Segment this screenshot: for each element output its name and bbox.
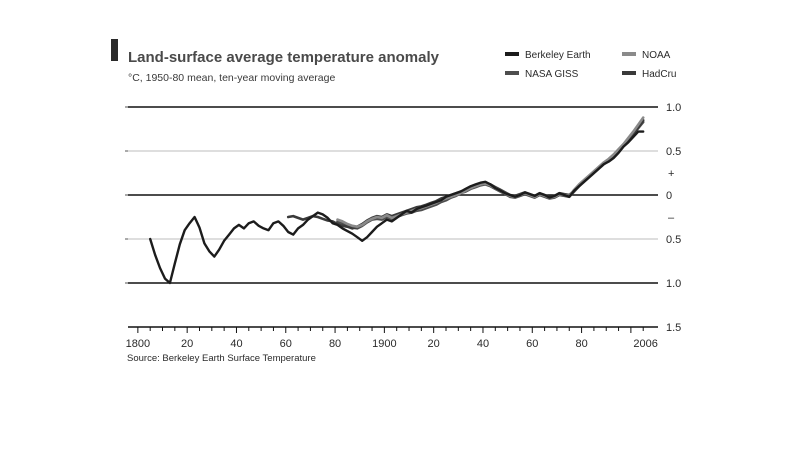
y-tick-label: 0 (666, 190, 672, 202)
x-tick-label: 40 (230, 338, 242, 350)
grid (128, 106, 658, 284)
x-axis: 1800 20 40 60 80 1900 20 40 60 80 2006 (126, 326, 658, 350)
y-tick-label: 1.0 (666, 278, 681, 290)
x-tick-label: 2006 (633, 338, 657, 350)
y-tick-label: – (668, 212, 675, 224)
y-axis-ticks: 1.0 0.5 +0 – 0.5 1.0 1.5 (125, 102, 681, 334)
x-tick-label: 40 (477, 338, 489, 350)
title-marker (111, 39, 118, 61)
y-tick-label: 1.5 (666, 322, 681, 334)
legend-label: HadCru (642, 69, 676, 80)
y-tick-label: 0.5 (666, 234, 681, 246)
series-line-berkeley-earth (149, 130, 645, 285)
x-tick-label: 80 (329, 338, 341, 350)
legend-label: NOAA (642, 50, 671, 61)
x-tick-label: 20 (428, 338, 440, 350)
legend-label: Berkeley Earth (525, 50, 591, 61)
x-tick-label: 60 (526, 338, 538, 350)
y-tick-label: + (668, 168, 674, 180)
x-tick-label: 1900 (372, 338, 396, 350)
x-tick-label: 20 (181, 338, 193, 350)
chart-title: Land-surface average temperature anomaly (128, 49, 440, 66)
series-line-noaa (336, 116, 645, 228)
x-tick-label: 1800 (126, 338, 150, 350)
legend: Berkeley Earth NOAA NASA GISS HadCru (505, 50, 676, 80)
y-tick-label: 0.5 (666, 146, 681, 158)
x-tick-label: 80 (575, 338, 587, 350)
chart-subtitle: °C, 1950-80 mean, ten-year moving averag… (128, 72, 335, 84)
x-tick-label: 60 (280, 338, 292, 350)
source-note: Source: Berkeley Earth Surface Temperatu… (127, 353, 316, 364)
series-group (149, 116, 645, 285)
y-tick-label: 1.0 (666, 102, 681, 114)
legend-label: NASA GISS (525, 69, 579, 80)
series-line-nasa-giss (336, 120, 645, 230)
